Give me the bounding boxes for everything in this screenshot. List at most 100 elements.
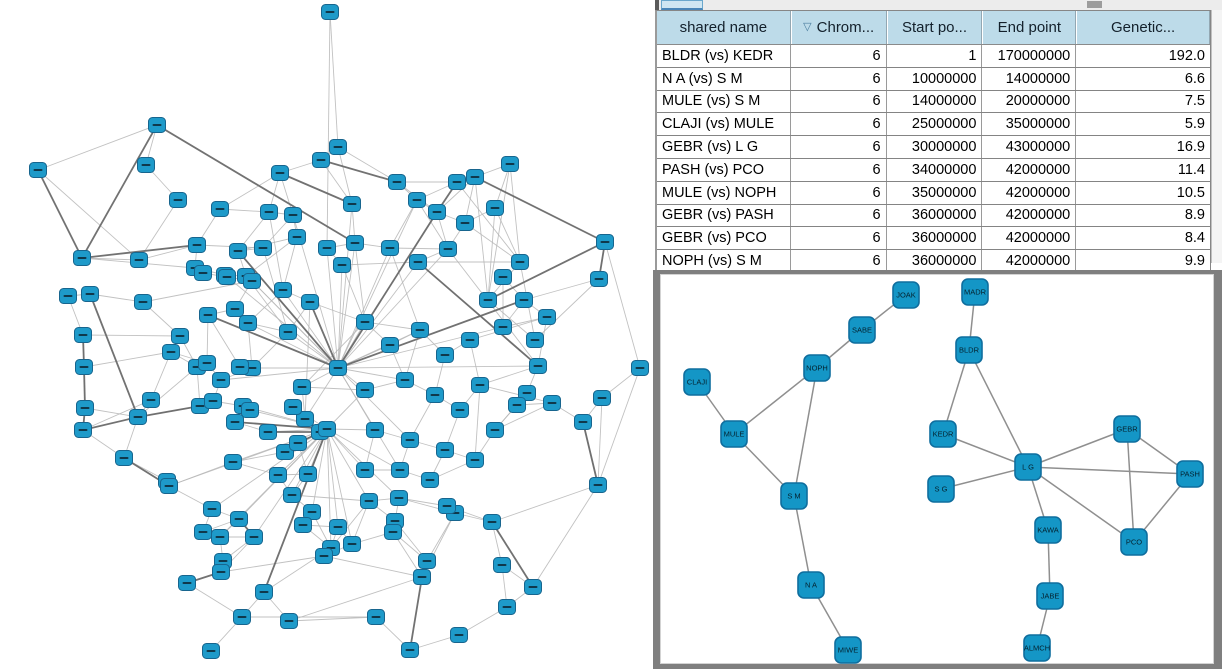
overview-edge[interactable] <box>304 301 311 420</box>
overview-edge[interactable] <box>186 582 243 618</box>
overview-edge[interactable] <box>337 261 419 369</box>
overview-edge[interactable] <box>364 321 421 331</box>
overview-edge[interactable] <box>220 555 325 573</box>
cell-value[interactable]: 6 <box>791 90 887 113</box>
overview-node[interactable] <box>590 271 608 287</box>
overview-edge[interactable] <box>304 367 339 420</box>
detail-node-box[interactable] <box>797 571 825 599</box>
overview-node[interactable] <box>284 399 302 415</box>
cell-value[interactable]: 42000000 <box>982 181 1077 204</box>
overview-node[interactable] <box>171 328 189 344</box>
overview-edge[interactable] <box>301 321 366 388</box>
overview-node[interactable] <box>74 422 92 438</box>
overview-node[interactable] <box>312 152 330 168</box>
overview-node[interactable] <box>343 536 361 552</box>
detail-node-box[interactable] <box>961 278 989 306</box>
overview-edge[interactable] <box>604 241 641 369</box>
overview-node[interactable] <box>218 269 236 285</box>
overview-edge[interactable] <box>329 11 339 148</box>
overview-node[interactable] <box>479 292 497 308</box>
overview-node[interactable] <box>439 241 457 257</box>
detail-node-box[interactable] <box>892 281 920 309</box>
overview-edge[interactable] <box>597 397 603 486</box>
overview-node[interactable] <box>274 282 292 298</box>
detail-node-SABE[interactable]: SABE <box>848 316 876 344</box>
cell-value[interactable]: 10000000 <box>887 67 983 90</box>
overview-edge-strong[interactable] <box>474 176 606 243</box>
overview-node[interactable] <box>203 501 221 517</box>
overview-node[interactable] <box>178 575 196 591</box>
detail-node-MIWE[interactable]: MIWE <box>834 636 862 664</box>
overview-edge[interactable] <box>494 207 521 263</box>
detail-edge-GEBR-PCO[interactable] <box>1126 428 1135 543</box>
overview-node[interactable] <box>421 472 439 488</box>
overview-node[interactable] <box>493 557 511 573</box>
overview-node[interactable] <box>255 584 273 600</box>
cell-value[interactable]: 30000000 <box>887 136 983 158</box>
overview-edge[interactable] <box>487 163 511 301</box>
overview-edge-strong[interactable] <box>491 521 534 588</box>
overview-node[interactable] <box>194 524 212 540</box>
overview-node[interactable] <box>202 643 220 659</box>
detail-edge-NOPH-SM[interactable] <box>793 367 818 497</box>
table-row[interactable]: GEBR (vs) L G 6 30000000 43000000 16.9 <box>657 136 1210 159</box>
overview-node[interactable] <box>129 409 147 425</box>
overview-edge-strong[interactable] <box>37 169 83 259</box>
detail-edge-LG-PCO[interactable] <box>1027 466 1135 543</box>
overview-node[interactable] <box>142 392 160 408</box>
overview-node[interactable] <box>293 379 311 395</box>
overview-edge[interactable] <box>326 428 353 545</box>
table-row[interactable]: NOPH (vs) S M 6 36000000 42000000 9.9 <box>657 250 1210 272</box>
overview-edge[interactable] <box>268 211 284 291</box>
overview-node[interactable] <box>409 254 427 270</box>
cell-value[interactable]: 11.4 <box>1177 161 1205 178</box>
overview-edge[interactable] <box>142 280 253 303</box>
overview-node[interactable] <box>239 315 257 331</box>
table-row[interactable]: GEBR (vs) PASH 6 36000000 42000000 8.9 <box>657 204 1210 228</box>
overview-edge[interactable] <box>282 289 339 369</box>
cell-value[interactable]: 20000000 <box>982 90 1077 113</box>
overview-node[interactable] <box>230 511 248 527</box>
overview-node[interactable] <box>396 372 414 388</box>
overview-node[interactable] <box>426 387 444 403</box>
overview-node[interactable] <box>212 372 230 388</box>
overview-edge[interactable] <box>326 11 331 249</box>
overview-edge[interactable] <box>291 494 370 502</box>
cell-value[interactable]: 6 <box>791 227 887 250</box>
overview-node[interactable] <box>231 359 249 375</box>
overview-edge[interactable] <box>534 278 600 341</box>
overview-node[interactable] <box>524 579 542 595</box>
overview-edge-strong[interactable] <box>337 211 438 369</box>
cell-value[interactable]: 10.5 <box>1176 184 1205 201</box>
cell-value[interactable]: 14000000 <box>887 90 983 113</box>
detail-node-box[interactable] <box>1176 460 1204 488</box>
cell-value[interactable]: 34000000 <box>887 158 983 181</box>
detail-node-box[interactable] <box>1120 528 1148 556</box>
overview-node[interactable] <box>160 478 178 494</box>
overview-node[interactable] <box>269 467 287 483</box>
overview-edge[interactable] <box>37 124 158 171</box>
overview-node[interactable] <box>318 421 336 437</box>
overview-node[interactable] <box>526 332 544 348</box>
detail-edge-SM-NA[interactable] <box>793 495 812 586</box>
overview-node[interactable] <box>388 174 406 190</box>
overview-node[interactable] <box>356 462 374 478</box>
overview-edge[interactable] <box>83 351 172 368</box>
overview-edge[interactable] <box>337 203 353 369</box>
overview-node[interactable] <box>76 400 94 416</box>
overview-node[interactable] <box>438 498 456 514</box>
overview-node[interactable] <box>413 569 431 585</box>
cell-value[interactable]: 42000000 <box>982 204 1077 227</box>
vertical-scrollbar-track[interactable] <box>1211 10 1222 263</box>
overview-node[interactable] <box>288 229 306 245</box>
overview-node[interactable] <box>329 139 347 155</box>
overview-edge-strong[interactable] <box>487 241 606 301</box>
overview-edge[interactable] <box>247 322 339 369</box>
cell-value[interactable]: 8.4 <box>1184 230 1205 247</box>
detail-node-box[interactable] <box>929 420 957 448</box>
detail-node-MADR[interactable]: MADR <box>961 278 989 306</box>
detail-edge-NOPH-MULE[interactable] <box>733 367 818 435</box>
detail-node-MULE[interactable]: MULE <box>720 420 748 448</box>
detail-node-GEBR[interactable]: GEBR <box>1113 415 1141 443</box>
overview-node[interactable] <box>461 332 479 348</box>
